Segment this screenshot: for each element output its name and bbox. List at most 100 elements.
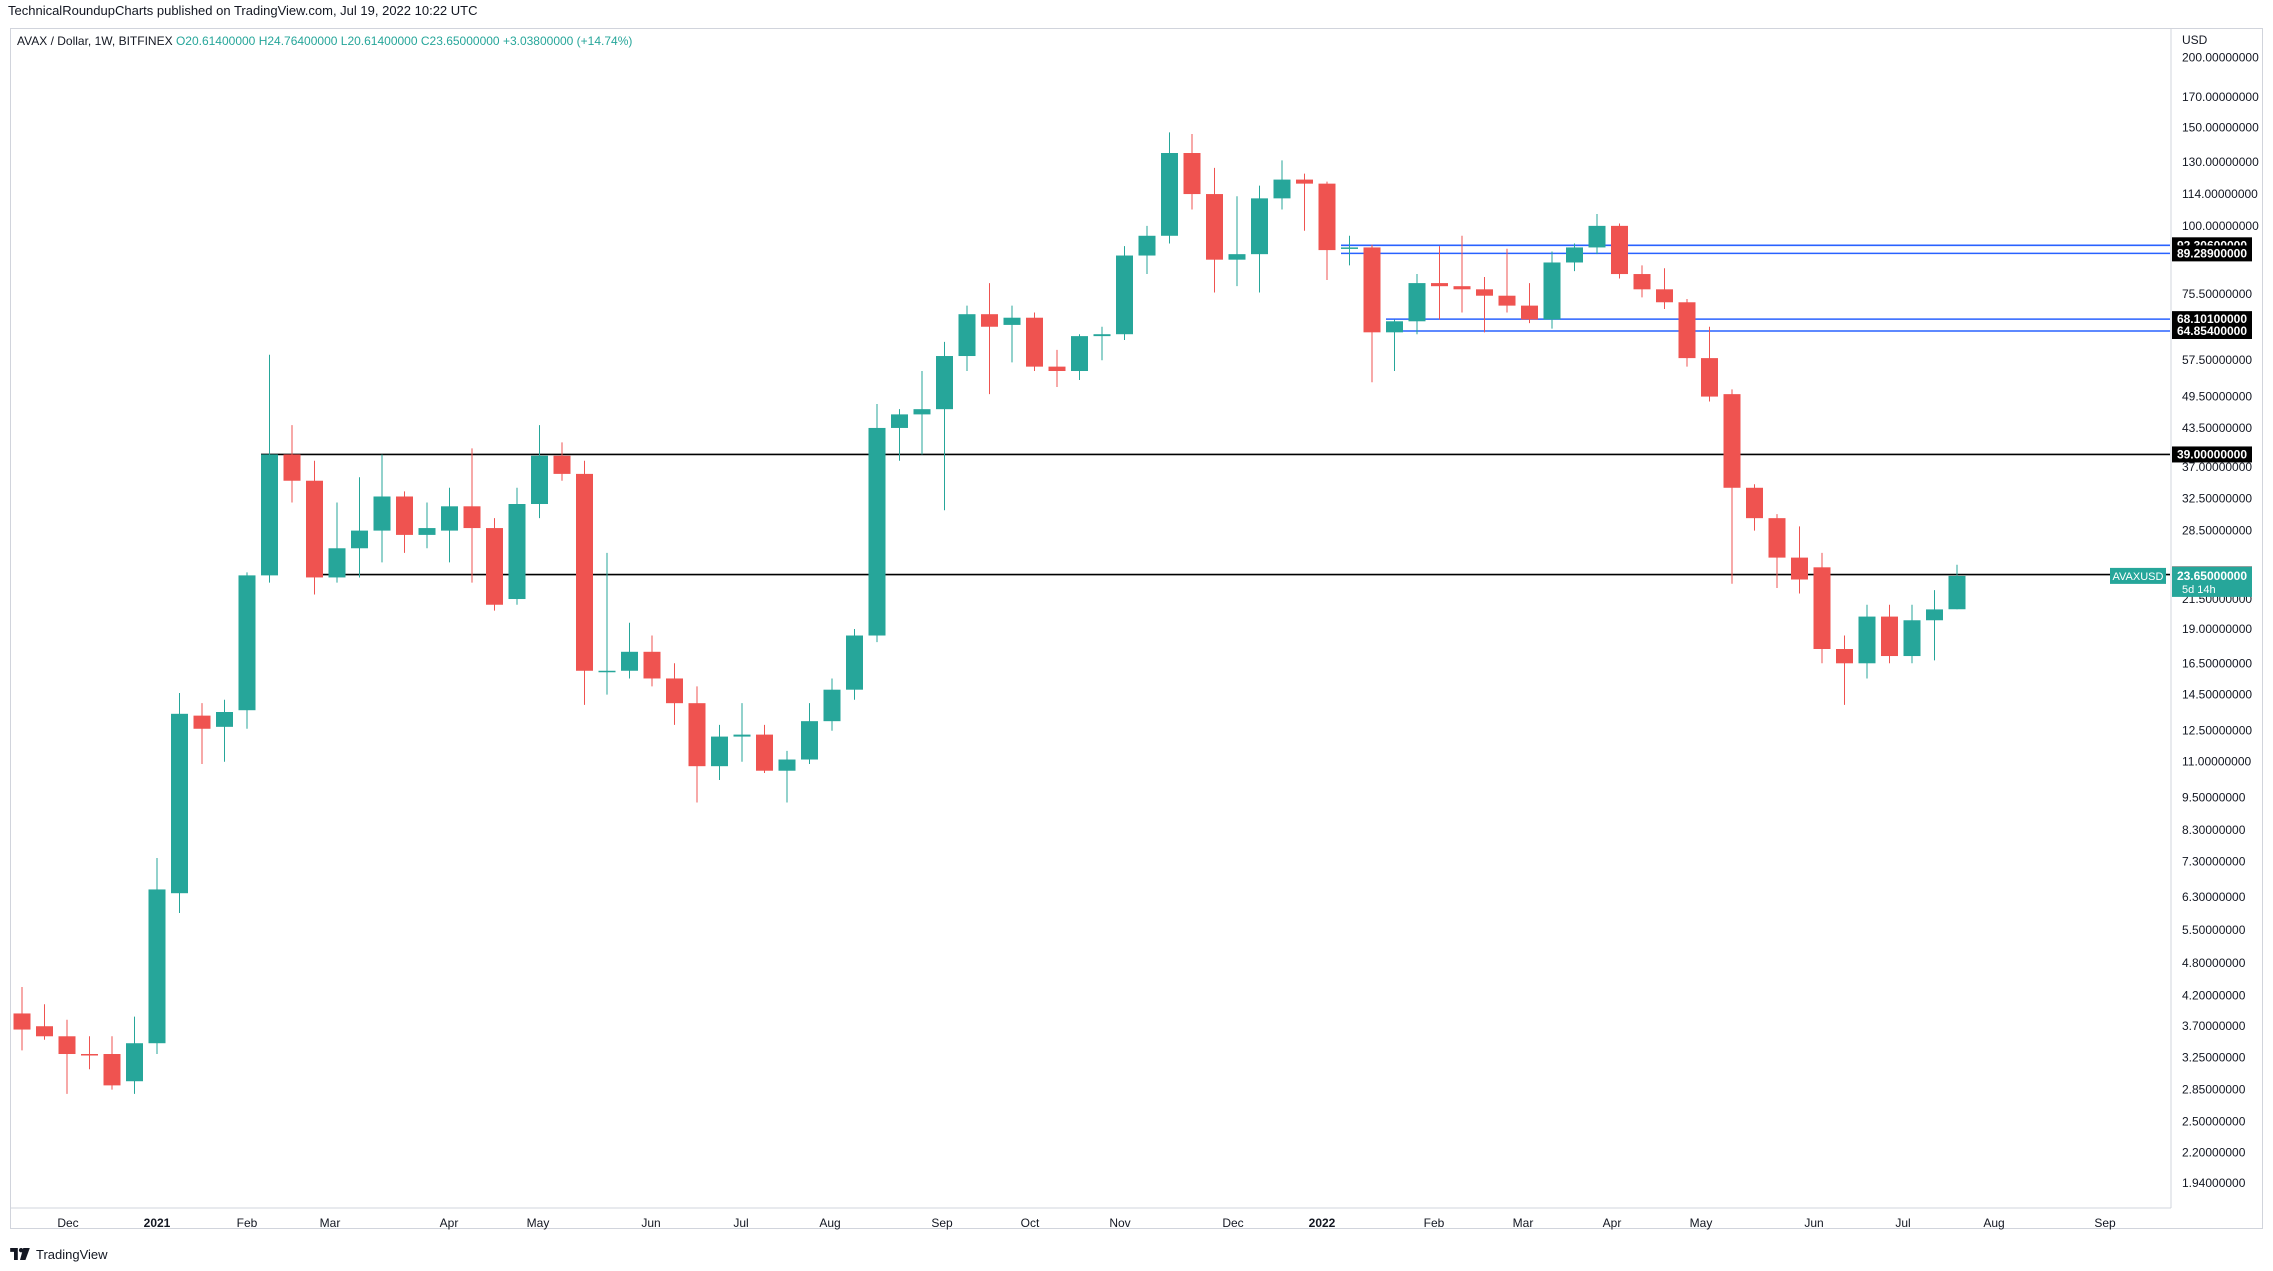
candle-body xyxy=(1678,302,1696,359)
candle xyxy=(1543,251,1561,329)
candle-body xyxy=(1453,286,1471,290)
candle-body xyxy=(126,1043,143,1082)
level-price-label-bg xyxy=(2172,446,2252,463)
candle xyxy=(1498,248,1516,313)
candle xyxy=(1746,484,1763,531)
candle xyxy=(1003,305,1021,363)
candle xyxy=(418,502,436,549)
candle xyxy=(1656,268,1673,310)
candle xyxy=(1161,132,1178,244)
candle xyxy=(441,487,458,563)
candle xyxy=(126,1016,143,1094)
y-tick-label: 200.00000000 xyxy=(2182,51,2259,65)
x-tick-label: Jun xyxy=(1804,1216,1823,1230)
y-tick-label: 32.50000000 xyxy=(2182,492,2252,506)
candle-body xyxy=(913,409,931,415)
candle-body xyxy=(553,455,571,474)
candle-body xyxy=(13,1013,31,1030)
candle-body xyxy=(688,703,706,767)
candle-body xyxy=(193,715,211,729)
x-tick-label: Aug xyxy=(1983,1216,2004,1230)
y-tick-label: 1.94000000 xyxy=(2182,1176,2246,1190)
y-tick-label: 12.50000000 xyxy=(2182,724,2252,738)
candle xyxy=(306,460,323,595)
candle xyxy=(1813,552,1831,664)
candle-body xyxy=(1498,295,1516,306)
last-price-label: 23.65000000 xyxy=(2177,569,2247,583)
candle-body xyxy=(306,480,323,578)
candle xyxy=(756,724,773,774)
x-tick-label: Nov xyxy=(1109,1216,1130,1230)
candle-body xyxy=(1026,317,1043,367)
candle-body xyxy=(1161,153,1178,236)
candle xyxy=(148,857,166,1055)
x-tick-label: 2022 xyxy=(1309,1216,1336,1230)
y-tick-label: 49.50000000 xyxy=(2182,390,2252,404)
candle xyxy=(868,404,886,643)
candle xyxy=(396,491,413,553)
candle-body xyxy=(373,496,391,531)
candle-body xyxy=(1948,575,1966,610)
candle-body xyxy=(1116,255,1133,335)
candle xyxy=(801,703,818,764)
candle-body xyxy=(1386,321,1403,333)
candle xyxy=(238,572,256,729)
candle-body xyxy=(1701,358,1718,397)
candle-body xyxy=(1926,609,1943,621)
candle-body xyxy=(1363,247,1381,333)
last-price-label-bg xyxy=(2172,566,2252,597)
y-tick-label: 3.70000000 xyxy=(2182,1019,2246,1033)
candle-body xyxy=(1296,179,1313,184)
level-price-label: 39.00000000 xyxy=(2177,447,2247,461)
candle xyxy=(193,703,211,764)
bar-countdown: 5d 14h xyxy=(2182,584,2216,596)
candle xyxy=(1858,604,1876,679)
x-tick-label: May xyxy=(527,1216,550,1230)
y-tick-label: 3.25000000 xyxy=(2182,1051,2246,1065)
candle xyxy=(1791,526,1808,594)
x-tick-label: Oct xyxy=(1021,1216,1040,1230)
candle xyxy=(778,750,796,803)
candle-body xyxy=(216,712,233,727)
symbol-tag: AVAXUSD xyxy=(2113,571,2164,583)
candle-body xyxy=(1228,254,1246,260)
candle-body xyxy=(643,651,661,679)
y-tick-label: 16.50000000 xyxy=(2182,656,2252,670)
candle xyxy=(1296,173,1313,231)
candle-body xyxy=(1183,153,1201,195)
candle xyxy=(1363,244,1381,383)
candle xyxy=(103,1036,121,1090)
y-tick-label: 4.20000000 xyxy=(2182,988,2246,1002)
y-tick-label: 2.50000000 xyxy=(2182,1114,2246,1128)
candle-body xyxy=(283,454,301,481)
y-tick-label: 57.50000000 xyxy=(2182,353,2252,367)
candle xyxy=(1431,246,1448,320)
candle xyxy=(1318,181,1336,281)
y-tick-label: 14.50000000 xyxy=(2182,688,2252,702)
candle xyxy=(1341,235,1358,266)
candle-body xyxy=(103,1054,121,1086)
candle xyxy=(373,454,391,563)
x-tick-label: Sep xyxy=(2094,1216,2116,1230)
x-tick-label: Apr xyxy=(440,1216,459,1230)
candle xyxy=(351,477,368,578)
x-tick-label: Jul xyxy=(1895,1216,1910,1230)
candle xyxy=(1093,326,1111,361)
candle-body xyxy=(238,575,256,711)
candle-body xyxy=(1588,225,1606,248)
candle-body xyxy=(936,356,953,410)
candle-body xyxy=(463,506,481,529)
candle-body xyxy=(778,759,796,771)
candle-body xyxy=(441,506,458,531)
candle-body xyxy=(1341,247,1358,249)
x-tick-label: Jun xyxy=(641,1216,660,1230)
candle xyxy=(1633,265,1651,298)
y-tick-label: 9.50000000 xyxy=(2182,790,2246,804)
candle-body xyxy=(396,496,413,535)
candle xyxy=(36,1004,53,1040)
candle-body xyxy=(1048,366,1066,372)
footer: TradingView xyxy=(10,1244,108,1264)
candle xyxy=(643,635,661,687)
x-tick-label: Feb xyxy=(237,1216,258,1230)
